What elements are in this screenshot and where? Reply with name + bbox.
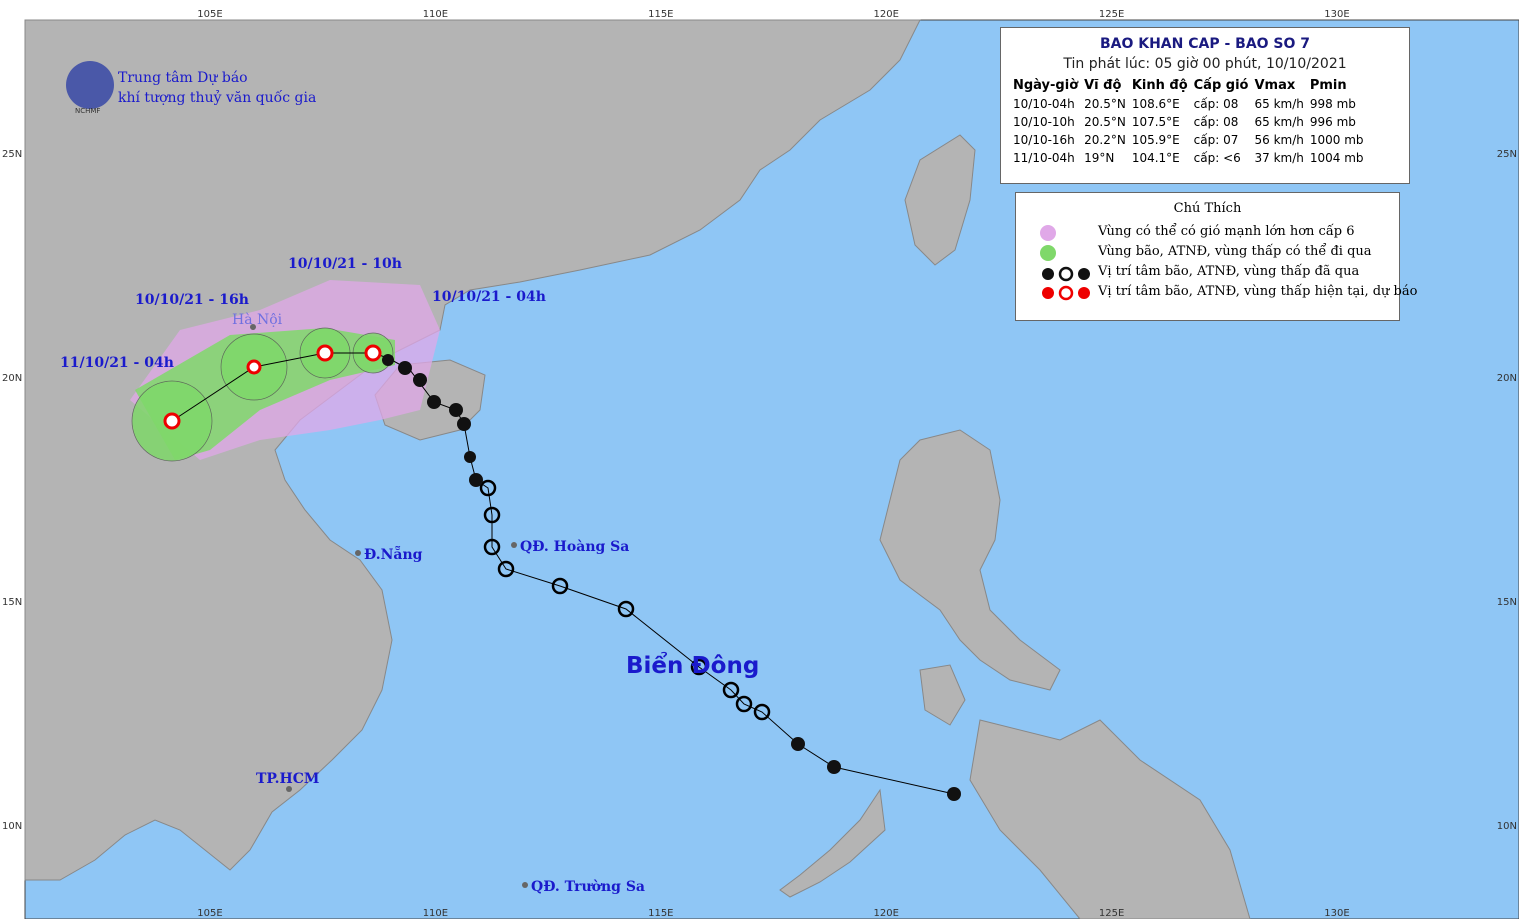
- table-row: 10/10-16h 20.2°N 105.9°E cấp: 07 56 km/h 1000…: [1013, 131, 1370, 149]
- longitude-label: 130E: [1324, 908, 1349, 919]
- longitude-label: 105E: [197, 9, 222, 20]
- table-cell: 19°N: [1084, 151, 1115, 165]
- legend-icons: [1040, 225, 1090, 301]
- column-header: Cấp gió: [1193, 78, 1249, 93]
- table-cell: 56 km/h: [1254, 133, 1304, 147]
- table-cell: cấp: 08: [1193, 115, 1239, 129]
- table-cell: 996 mb: [1309, 115, 1356, 129]
- latitude-label: 20N: [1497, 373, 1517, 384]
- table-cell: 104.1°E: [1131, 151, 1180, 165]
- legend-box: Chú Thích Vùng có thể có gió mạnh lớn hơ…: [1015, 192, 1417, 321]
- latitude-label: 20N: [2, 373, 22, 384]
- table-cell: 20.5°N: [1084, 97, 1126, 111]
- latitude-label: 10N: [1497, 821, 1517, 832]
- longitude-label: 130E: [1324, 9, 1349, 20]
- axis-labels: 105E 105E 110E 110E 115E 115E 120E 120E 125E 125E…: [2, 9, 1517, 919]
- legend-item: Vùng có thể có gió mạnh lớn hơn cấp 6: [1098, 224, 1355, 239]
- longitude-label: 105E: [197, 908, 222, 919]
- table-cell: 65 km/h: [1254, 115, 1304, 129]
- table-cell: 105.9°E: [1131, 133, 1180, 147]
- column-header: Vĩ độ: [1084, 78, 1122, 93]
- column-header: Pmin: [1309, 78, 1347, 93]
- longitude-label: 115E: [648, 908, 673, 919]
- longitude-label: 115E: [648, 9, 673, 20]
- longitude-label: 110E: [423, 908, 448, 919]
- table-cell: 20.5°N: [1084, 115, 1126, 129]
- bulletin-subtitle: Tin phát lúc: 05 giờ 00 phút, 10/10/2021: [1063, 56, 1347, 72]
- table-cell: 1000 mb: [1309, 133, 1364, 147]
- table-cell: 65 km/h: [1254, 97, 1304, 111]
- table-cell: 10/10-10h: [1013, 115, 1075, 129]
- table-cell: 998 mb: [1309, 97, 1356, 111]
- island-label: QĐ. Hoàng Sa: [520, 539, 629, 555]
- longitude-label: 125E: [1099, 908, 1124, 919]
- table-row: 11/10-04h 19°N 104.1°E cấp: <6 37 km/h 1004 m…: [1013, 149, 1370, 167]
- column-header: Kinh độ: [1131, 78, 1188, 93]
- bulletin-box: BAO KHAN CAP - BAO SO 7 Tin phát lúc: 05…: [1000, 27, 1410, 184]
- table-row: 10/10-04h 20.5°N 108.6°E cấp: 08 65 km/h 998 …: [1013, 95, 1370, 113]
- forecast-positions: [163, 344, 382, 430]
- table-cell: cấp: <6: [1193, 151, 1241, 165]
- longitude-label: 110E: [423, 9, 448, 20]
- time-label: 10/10/21 - 16h: [135, 292, 249, 308]
- city-label: Hà Nội: [232, 311, 283, 328]
- bulletin-title: BAO KHAN CAP - BAO SO 7: [1099, 36, 1311, 52]
- column-header: Ngày-giờ: [1013, 78, 1079, 93]
- bulletin-table: Ngày-giờ Vĩ độ Kinh độ Cấp gió Vmax Pmin 10/10…: [1013, 78, 1370, 167]
- legend-title: Chú Thích: [1173, 201, 1242, 216]
- table-row: 10/10-10h 20.5°N 107.5°E cấp: 08 65 km/h 996 …: [1013, 113, 1370, 131]
- logo-line: Trung tâm Dự báo: [118, 70, 248, 86]
- legend-item: Vùng bão, ATNĐ, vùng thấp có thể đi qua: [1098, 244, 1372, 259]
- latitude-label: 15N: [2, 597, 22, 608]
- city-label: TP.HCM: [256, 771, 319, 787]
- logo-line: khí tượng thuỷ văn quốc gia: [118, 89, 316, 106]
- island-label: QĐ. Trường Sa: [531, 879, 645, 895]
- longitude-label: 120E: [873, 908, 898, 919]
- table-cell: 10/10-16h: [1013, 133, 1075, 147]
- table-cell: 11/10-04h: [1013, 151, 1075, 165]
- table-cell: 20.2°N: [1084, 133, 1126, 147]
- sea-label: Biển Đông: [626, 651, 759, 679]
- time-label: 10/10/21 - 04h: [432, 289, 546, 305]
- past-storm-icons: [382, 354, 961, 801]
- table-cell: 10/10-04h: [1013, 97, 1075, 111]
- time-label: 11/10/21 - 04h: [60, 355, 174, 371]
- longitude-label: 120E: [873, 9, 898, 20]
- land: [24, 19, 1251, 919]
- legend-item: Vị trí tâm bão, ATNĐ, vùng thấp hiện tại…: [1098, 284, 1418, 299]
- table-cell: cấp: 07: [1193, 133, 1239, 147]
- table-cell: 1004 mb: [1309, 151, 1364, 165]
- logo-badge: NCHMF: [75, 107, 100, 115]
- time-label: 10/10/21 - 10h: [288, 256, 402, 272]
- table-cell: 108.6°E: [1131, 97, 1180, 111]
- table-cell: 37 km/h: [1254, 151, 1304, 165]
- city-dots: [250, 324, 528, 888]
- table-cell: cấp: 08: [1193, 97, 1239, 111]
- column-header: Vmax: [1254, 78, 1296, 93]
- city-label: Đ.Nẵng: [364, 544, 423, 563]
- legend-item: Vị trí tâm bão, ATNĐ, vùng thấp đã qua: [1098, 264, 1360, 279]
- table-cell: 107.5°E: [1131, 115, 1180, 129]
- latitude-label: 10N: [2, 821, 22, 832]
- latitude-label: 25N: [1497, 149, 1517, 160]
- latitude-label: 15N: [1497, 597, 1517, 608]
- longitude-label: 125E: [1099, 9, 1124, 20]
- past-positions: [479, 479, 771, 721]
- latitude-label: 25N: [2, 149, 22, 160]
- logo-icon: [66, 61, 114, 109]
